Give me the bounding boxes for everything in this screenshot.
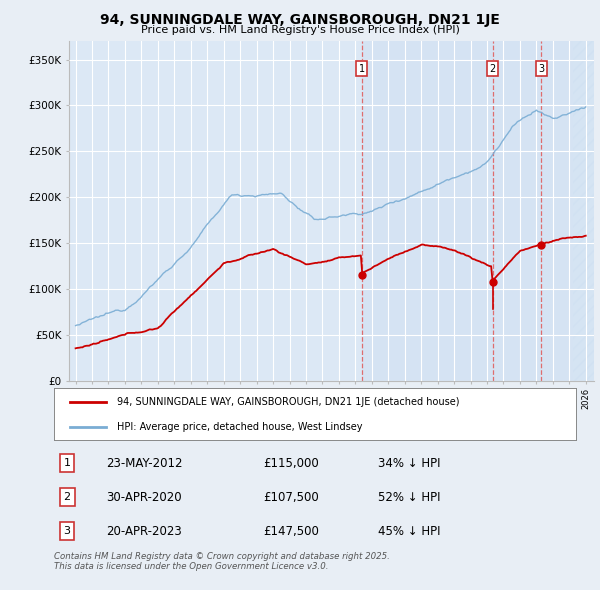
Text: 3: 3 [64, 526, 71, 536]
Text: £115,000: £115,000 [263, 457, 319, 470]
Text: 2: 2 [64, 492, 71, 502]
Text: 34% ↓ HPI: 34% ↓ HPI [377, 457, 440, 470]
Text: HPI: Average price, detached house, West Lindsey: HPI: Average price, detached house, West… [116, 422, 362, 431]
Text: 1: 1 [64, 458, 71, 468]
Text: Contains HM Land Registry data © Crown copyright and database right 2025.
This d: Contains HM Land Registry data © Crown c… [54, 552, 390, 571]
Text: 2: 2 [490, 64, 496, 74]
Text: 1: 1 [359, 64, 365, 74]
Bar [362, 41, 572, 381]
Text: 94, SUNNINGDALE WAY, GAINSBOROUGH, DN21 1JE: 94, SUNNINGDALE WAY, GAINSBOROUGH, DN21 … [100, 13, 500, 27]
Text: 3: 3 [538, 64, 544, 74]
Text: £147,500: £147,500 [263, 525, 319, 537]
Text: 30-APR-2020: 30-APR-2020 [106, 490, 182, 504]
Bar [572, 41, 594, 381]
Text: 94, SUNNINGDALE WAY, GAINSBOROUGH, DN21 1JE (detached house): 94, SUNNINGDALE WAY, GAINSBOROUGH, DN21 … [116, 397, 459, 407]
Text: 20-APR-2023: 20-APR-2023 [106, 525, 182, 537]
Text: £107,500: £107,500 [263, 490, 319, 504]
Text: 45% ↓ HPI: 45% ↓ HPI [377, 525, 440, 537]
Text: Price paid vs. HM Land Registry's House Price Index (HPI): Price paid vs. HM Land Registry's House … [140, 25, 460, 35]
Text: 52% ↓ HPI: 52% ↓ HPI [377, 490, 440, 504]
Text: 23-MAY-2012: 23-MAY-2012 [106, 457, 182, 470]
